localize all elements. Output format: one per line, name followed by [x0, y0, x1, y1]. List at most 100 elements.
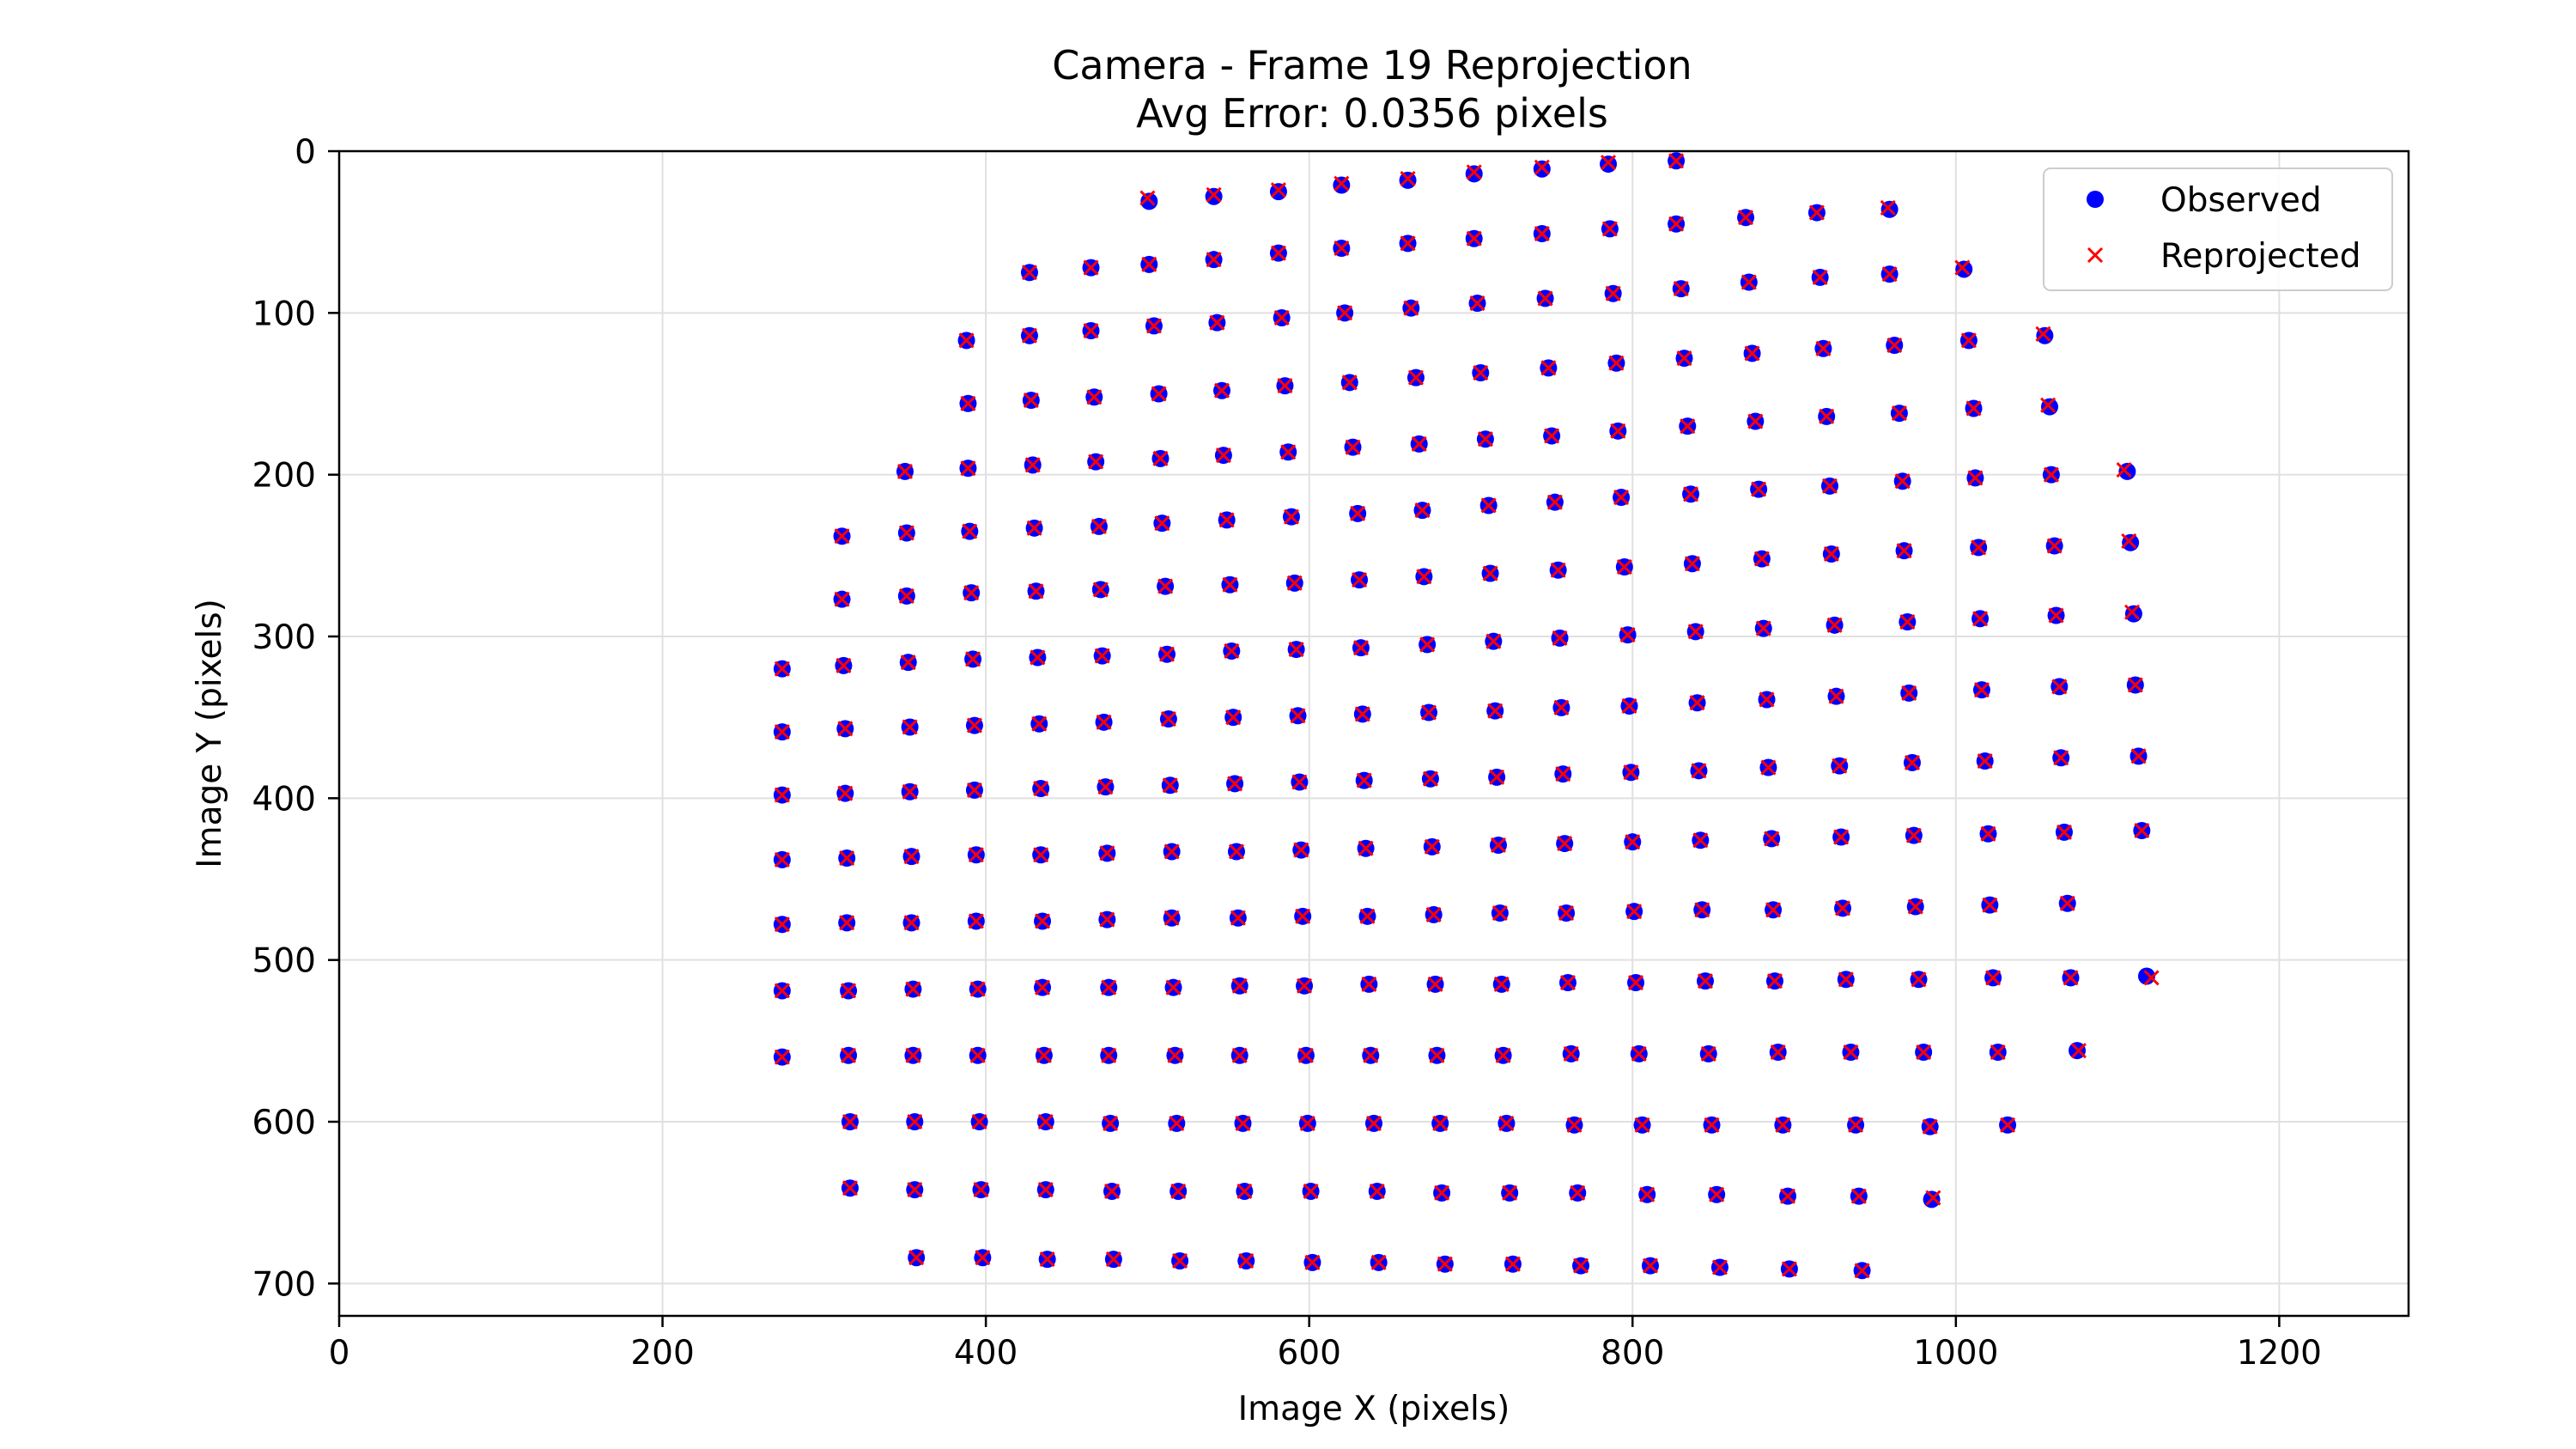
reprojected-point [1299, 1115, 1315, 1131]
reprojected-point [1977, 752, 1993, 770]
reprojected-point [1163, 910, 1180, 926]
reprojected-point [1495, 1047, 1511, 1063]
y-tick-label: 700 [252, 1265, 316, 1304]
reprojected-point [966, 717, 983, 734]
reprojected-point [2127, 677, 2143, 693]
reprojected-point [1083, 322, 1099, 339]
reprojected-point [908, 1250, 925, 1266]
y-tick-label: 400 [252, 780, 316, 819]
reprojected-point [1982, 897, 1998, 913]
reprojected-point [1103, 1183, 1121, 1200]
reprojected-point [1088, 454, 1104, 470]
reprojected-point [1425, 906, 1442, 922]
reprojected-point [1209, 314, 1225, 331]
reprojected-point [1534, 225, 1550, 242]
reprojected-point [1304, 1254, 1321, 1270]
reprojected-point [973, 1182, 989, 1198]
reprojected-point [1167, 1047, 1183, 1063]
reprojected-point [1151, 386, 1167, 402]
reprojected-point [1152, 450, 1169, 466]
reprojected-point [1960, 332, 1977, 349]
reprojected-point [834, 591, 850, 607]
reprojected-point [1094, 648, 1110, 664]
reprojected-point [1477, 431, 1493, 447]
reprojected-point [1894, 473, 1911, 490]
reprojected-point [1101, 979, 1117, 995]
reprojected-point [907, 1113, 923, 1130]
reprojected-point [1557, 836, 1573, 852]
reprojected-point [1227, 776, 1243, 792]
reprojected-point [1967, 470, 1984, 486]
reprojected-point [1141, 256, 1157, 272]
reprojected-point [1834, 900, 1851, 916]
reprojected-point [1487, 703, 1504, 719]
reprojected-point [1697, 973, 1714, 989]
reprojected-point [1157, 578, 1174, 594]
reprojected-point [1400, 170, 1416, 187]
reprojected-point [774, 1049, 790, 1065]
reprojected-point [1160, 710, 1176, 728]
reprojected-point [1416, 569, 1432, 585]
reprojected-point [1832, 758, 1848, 774]
reprojected-point [835, 657, 852, 673]
reprojected-point [1291, 774, 1308, 790]
reprojected-point [1689, 695, 1705, 711]
reprojected-point [1341, 374, 1358, 391]
reprojected-point [1880, 199, 1896, 216]
reprojected-point [1139, 190, 1156, 206]
reprojected-point [1225, 709, 1242, 726]
reprojected-point [1021, 327, 1038, 344]
reprojected-point [1985, 970, 2002, 986]
reprojected-point [1482, 565, 1498, 581]
reprojected-point [969, 1047, 986, 1063]
reprojected-point [1485, 633, 1502, 649]
reprojected-point [1823, 545, 1839, 563]
reprojected-point [1623, 764, 1639, 781]
reprojected-point [1419, 636, 1436, 653]
reprojected-point [1228, 843, 1245, 860]
reprojected-point [971, 1113, 987, 1130]
reprojected-point [1886, 337, 1903, 354]
reprojected-point [1925, 1190, 1941, 1206]
reprojected-point [1692, 832, 1709, 849]
reprojected-point [1546, 494, 1563, 510]
reprojected-point [1296, 977, 1313, 994]
reprojected-point [839, 915, 855, 931]
x-tick-label: 800 [1601, 1334, 1664, 1373]
reprojected-point [1704, 1117, 1720, 1133]
reprojected-point [2059, 895, 2075, 911]
reprojected-point [1424, 838, 1440, 855]
reprojected-point [774, 916, 790, 933]
y-tick-label: 500 [252, 942, 316, 981]
x-axis-label: Image X (pixels) [1238, 1390, 1510, 1428]
reprojected-point [1466, 164, 1482, 180]
reprojected-point [1625, 834, 1641, 850]
reprojected-point [1990, 1044, 2006, 1061]
legend-box [2043, 167, 2393, 291]
reprojected-point [1293, 842, 1309, 858]
reprojected-point [1694, 902, 1710, 918]
reprojected-point [1026, 520, 1042, 536]
reprojected-point [834, 528, 850, 545]
reprojected-point [1432, 1115, 1449, 1131]
reprojected-point [1334, 240, 1350, 257]
reprojected-point [1297, 1047, 1314, 1063]
reprojected-point [1775, 1117, 1791, 1133]
y-tick-label: 200 [252, 457, 316, 496]
reprojected-point [1351, 572, 1368, 588]
reprojected-point [1213, 382, 1230, 399]
plot-frame [337, 149, 2410, 1318]
reprojected-point [1891, 405, 1907, 422]
reprojected-point [968, 847, 984, 863]
reprojected-point [1288, 642, 1304, 658]
reprojected-point [1905, 827, 1922, 843]
reprojected-point [2143, 970, 2160, 986]
reprojected-point [966, 782, 983, 798]
reprojected-point [1621, 697, 1637, 715]
reprojected-point [1337, 305, 1353, 321]
reprojected-point [774, 787, 790, 803]
reprojected-point [1030, 649, 1046, 666]
reprojected-point [1230, 910, 1246, 926]
reprojected-point [1083, 259, 1099, 276]
reprojected-point [1493, 976, 1510, 992]
